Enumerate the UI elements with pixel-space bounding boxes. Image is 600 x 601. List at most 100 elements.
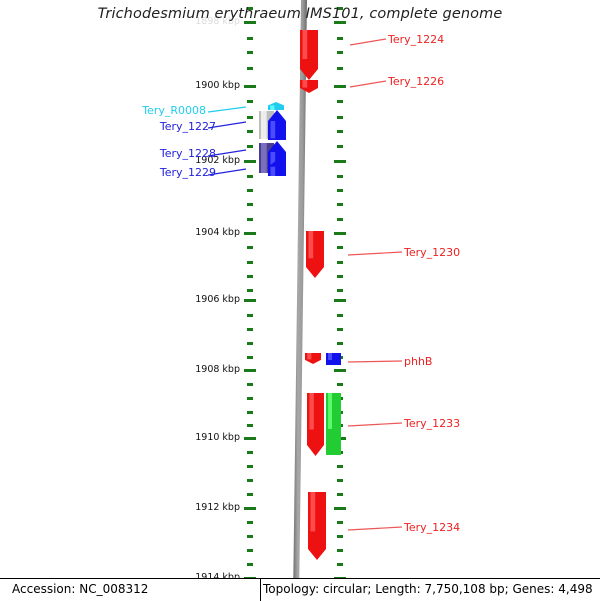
status-divider — [260, 579, 261, 601]
feature-label-tery_1228[interactable]: Tery_1228 — [159, 147, 216, 160]
gene-highlight — [328, 353, 332, 360]
ruler-tick-minor — [247, 7, 253, 10]
gene-highlight — [270, 152, 276, 171]
gene-glyph-tery_1233[interactable] — [307, 393, 324, 456]
leader-line — [347, 526, 403, 531]
ruler-tick-minor-right — [337, 493, 343, 496]
exon-highlight — [261, 143, 267, 173]
leader-line — [207, 106, 247, 113]
ruler-tick-label: 1902 kbp — [195, 155, 240, 166]
ruler-tick-minor-right — [337, 189, 343, 192]
gene-glyph-tery_1230[interactable] — [306, 231, 324, 278]
ruler-tick-minor-right — [337, 479, 343, 482]
feature-label-tery_1226[interactable]: Tery_1226 — [388, 75, 445, 88]
ruler-tick-minor — [247, 479, 253, 482]
feature-label-tery_1227[interactable]: Tery_1227 — [159, 120, 216, 133]
gene-highlight — [270, 166, 276, 176]
gene-highlight — [328, 393, 332, 429]
ruler-tick-minor — [247, 535, 253, 538]
ruler-tick-label: 1908 kbp — [195, 364, 240, 375]
gene-highlight — [302, 30, 308, 59]
ruler-tick-minor-right — [337, 203, 343, 206]
gene-glyph-tery_1224[interactable] — [300, 30, 318, 80]
ruler-tick-minor-right — [337, 130, 343, 133]
ruler-tick-minor-right — [337, 342, 343, 345]
gene-glyph-tery_1226[interactable] — [300, 80, 318, 93]
ruler-tick-minor-right — [337, 535, 343, 538]
gene-highlight — [310, 492, 316, 532]
leader-line — [349, 38, 387, 46]
topology-info: Topology: circular; Length: 7,750,108 bp… — [263, 582, 593, 596]
ruler-tick-major — [244, 21, 256, 24]
leader-line — [349, 80, 387, 88]
gene-glyph-tery_1234[interactable] — [308, 492, 326, 560]
feature-label-tery_1224[interactable]: Tery_1224 — [388, 33, 445, 46]
gene-glyph-tery_1227[interactable] — [259, 110, 286, 140]
ruler-tick-minor — [247, 451, 253, 454]
ruler-tick-minor — [247, 261, 253, 264]
gene-highlight — [307, 353, 312, 360]
ruler-tick-major — [244, 369, 256, 372]
ruler-tick-major-right — [334, 232, 346, 235]
gene-glyph-tery_r0008[interactable] — [268, 102, 284, 110]
ruler-tick-major — [244, 160, 256, 163]
ruler-tick-minor — [247, 100, 253, 103]
ruler-tick-minor — [247, 342, 253, 345]
ruler-tick-minor — [247, 289, 253, 292]
feature-label-tery_1229[interactable]: Tery_1229 — [159, 166, 216, 179]
gene-glyph-phhb-partner-box[interactable] — [326, 353, 341, 365]
gene-highlight — [270, 121, 276, 139]
ruler-tick-minor-right — [337, 328, 343, 331]
ruler-tick-minor — [247, 424, 253, 427]
ruler-tick-label: 1904 kbp — [195, 227, 240, 238]
feature-label-phhb[interactable]: phhB — [404, 355, 433, 368]
page-title: Trichodesmium erythraeum IMS101, complet… — [97, 6, 503, 22]
ruler-tick-minor-right — [337, 563, 343, 566]
ruler-tick-minor-right — [337, 465, 343, 468]
ruler-tick-minor-right — [337, 100, 343, 103]
leader-line — [347, 360, 403, 363]
feature-label-tery_r0008[interactable]: Tery_R0008 — [142, 104, 206, 117]
ruler-tick-major-right — [334, 369, 346, 372]
status-bar: Accession: NC_008312 Topology: circular;… — [0, 578, 600, 601]
ruler-tick-minor-right — [337, 246, 343, 249]
ruler-tick-minor — [247, 189, 253, 192]
ruler-tick-minor — [247, 203, 253, 206]
gene-glyph-tery_1233-green[interactable] — [326, 393, 341, 455]
ruler-tick-minor — [247, 549, 253, 552]
ruler-tick-major — [244, 437, 256, 440]
ruler-tick-minor — [247, 356, 253, 359]
ruler-tick-minor — [247, 411, 253, 414]
gene-glyph-phhb[interactable] — [305, 353, 321, 364]
leader-line — [347, 422, 403, 427]
ruler-tick-label: 1906 kbp — [195, 294, 240, 305]
ruler-tick-minor — [247, 493, 253, 496]
ruler-tick-label: 1912 kbp — [195, 502, 240, 513]
ruler-tick-minor — [247, 218, 253, 221]
feature-label-tery_1234[interactable]: Tery_1234 — [404, 521, 461, 534]
feature-label-tery_1230[interactable]: Tery_1230 — [404, 246, 461, 259]
ruler-tick-major — [244, 299, 256, 302]
ruler-tick-minor-right — [337, 383, 343, 386]
ruler-tick-label: 1900 kbp — [195, 80, 240, 91]
ruler-tick-minor — [247, 328, 253, 331]
ruler-tick-minor-right — [337, 145, 343, 148]
exon-highlight — [261, 111, 267, 139]
ruler-tick-minor-right — [337, 261, 343, 264]
gene-highlight — [309, 393, 314, 430]
ruler-tick-minor — [247, 397, 253, 400]
gene-glyph-tery_1229[interactable] — [268, 160, 286, 176]
ruler-tick-minor — [247, 275, 253, 278]
ruler-tick-minor-right — [337, 521, 343, 524]
ruler-tick-label: 1914 kbp — [160, 572, 240, 583]
ruler-tick-minor — [247, 116, 253, 119]
ruler-tick-major-right — [334, 160, 346, 163]
ruler-tick-minor — [247, 246, 253, 249]
feature-label-tery_1233[interactable]: Tery_1233 — [404, 417, 461, 430]
ruler-tick-major — [244, 85, 256, 88]
ruler-tick-minor — [247, 175, 253, 178]
